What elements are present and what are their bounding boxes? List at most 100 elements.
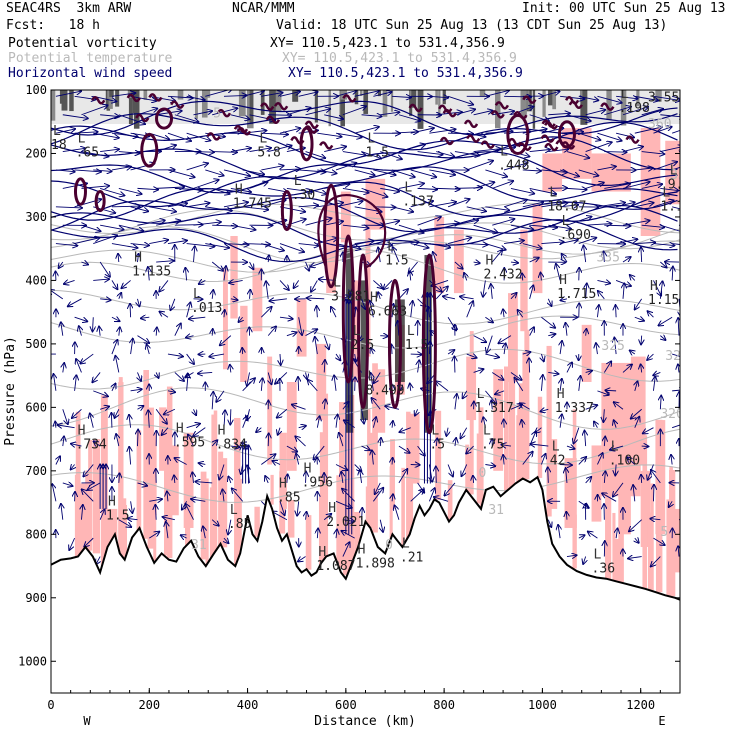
pv-fill-patch-2 <box>107 508 118 554</box>
wind-vector-654 <box>212 440 217 447</box>
wind-vector-535 <box>529 358 530 373</box>
wind-vector-815 <box>635 538 639 543</box>
wind-vector-574 <box>605 390 617 391</box>
wind-vector-400 <box>548 298 551 306</box>
upper-grey-streak-51 <box>109 90 114 97</box>
wind-vector-805 <box>203 527 205 539</box>
wind-vector-344 <box>122 280 131 288</box>
pv-squiggle-17 <box>206 132 221 141</box>
wind-vector-303 <box>634 242 655 243</box>
pv-fill-streak-68 <box>650 483 654 591</box>
wind-vector-587 <box>230 409 231 424</box>
field-name-wind-speed: Horizontal wind speed <box>8 66 173 81</box>
upper-grey-streak-53 <box>606 90 612 120</box>
pv-squiggle-30 <box>233 124 249 134</box>
upper-grey-streak-7 <box>328 90 331 127</box>
wind-vector-583 <box>155 409 167 423</box>
wind-vector-235 <box>634 203 654 208</box>
pv-fill-streak-81 <box>88 439 93 551</box>
wind-vector-490 <box>315 337 318 355</box>
wind-vector-517 <box>185 372 194 377</box>
wind-vector-219 <box>335 201 362 208</box>
wind-vector-766 <box>434 497 449 502</box>
wind-vector-67 <box>678 114 680 116</box>
pv-fill-patch-4 <box>159 407 167 471</box>
wind-vector-155 <box>410 169 436 177</box>
wind-vector-777 <box>118 519 131 527</box>
extremum-kind-3: H <box>134 250 142 265</box>
pv-fill-streak-79 <box>205 478 209 566</box>
theta-label-10: 0 <box>385 538 393 553</box>
wind-vector-426 <box>392 304 393 318</box>
wind-vector-675 <box>604 437 605 447</box>
wind-vector-519 <box>230 365 231 373</box>
wind-vector-172 <box>100 187 124 195</box>
wind-vector-721 <box>192 472 193 483</box>
wind-vector-298 <box>541 242 563 244</box>
pv-fill-streak-39 <box>572 409 577 569</box>
wind-vector-211 <box>186 203 210 208</box>
extremum-value-33: 1.5 <box>385 254 408 269</box>
terrain-surface <box>51 475 680 601</box>
wind-vector-129 <box>566 151 589 158</box>
wind-vector-370 <box>615 280 631 286</box>
extremum-value-27: .36 <box>592 561 615 576</box>
pv-fill-streak-56 <box>347 395 355 574</box>
extremum-value-11: .690 <box>560 228 591 243</box>
wind-vector-16 <box>354 91 379 97</box>
extremum-kind-1: H <box>176 422 184 437</box>
wind-speed-contour-5 <box>51 166 678 208</box>
wind-vector-284 <box>279 243 304 252</box>
wind-vector-57 <box>492 111 514 116</box>
y-tick-label-4: 500 <box>25 337 47 351</box>
wind-vector-134 <box>660 147 680 153</box>
wind-vector-741 <box>613 482 624 497</box>
wind-vector-273 <box>74 238 100 245</box>
wind-vector-537 <box>566 363 572 373</box>
wind-vector-475 <box>678 318 679 336</box>
wind-vector-624 <box>278 427 280 435</box>
extremum-kind-11: L <box>562 214 570 229</box>
wind-vector-373 <box>672 267 673 281</box>
wind-vector-730 <box>360 470 362 483</box>
wind-vector-825 <box>628 557 642 559</box>
wind-vector-717 <box>119 473 120 483</box>
wind-vector-84 <box>354 127 379 134</box>
pv-anvil-contour <box>317 194 387 269</box>
upper-grey-streak-48 <box>62 90 66 107</box>
wind-vector-124 <box>473 149 501 152</box>
pv-contour-layer <box>73 93 640 435</box>
wind-vector-82 <box>317 132 341 137</box>
upper-grey-streak-21 <box>479 90 486 97</box>
wind-vector-542 <box>653 372 661 375</box>
extremum-kind-12: H <box>559 273 567 288</box>
wind-vector-221 <box>373 207 395 208</box>
wind-vector-213 <box>223 202 248 208</box>
field-xy-potential-temperature: XY= 110.5,423.1 to 531.4,356.9 <box>282 51 517 66</box>
wind-vector-764 <box>410 489 424 502</box>
wind-vector-371 <box>630 275 635 281</box>
wind-vector-459 <box>380 336 388 337</box>
wind-vector-348 <box>199 280 206 284</box>
wind-vector-442 <box>61 322 63 336</box>
x-tick-label-3: 600 <box>335 698 357 712</box>
wind-vector-198 <box>585 183 604 189</box>
wind-vector-388 <box>307 298 325 299</box>
wind-vector-664 <box>398 445 410 453</box>
wind-vector-811 <box>558 525 560 539</box>
wind-vector-745 <box>52 484 57 502</box>
wind-vector-266 <box>585 224 612 226</box>
wind-vector-341 <box>64 280 75 283</box>
pv-fill-patch-48 <box>365 178 386 230</box>
theta-label-7: 31 <box>488 503 504 518</box>
extremum-kind-24: H <box>318 545 326 560</box>
extremum-kind-32: L <box>294 174 302 189</box>
extremum-kind-2: H <box>218 424 226 439</box>
pv-contour-3 <box>421 253 437 435</box>
wind-vector-713 <box>671 455 672 465</box>
pv-squiggle-33 <box>565 96 580 105</box>
wind-vector-501 <box>522 352 531 354</box>
wind-vector-779 <box>155 505 156 520</box>
wind-vector-563 <box>410 384 411 391</box>
wind-vector-499 <box>485 354 499 357</box>
